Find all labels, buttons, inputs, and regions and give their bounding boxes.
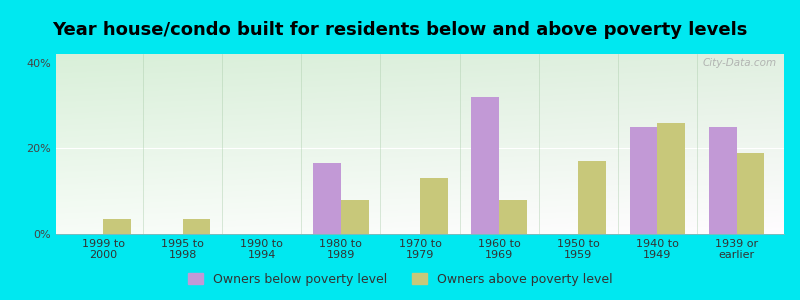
Bar bbox=[737, 153, 764, 234]
Bar bbox=[578, 161, 606, 234]
Bar bbox=[313, 163, 341, 234]
Text: Year house/condo built for residents below and above poverty levels: Year house/condo built for residents bel… bbox=[52, 21, 748, 39]
Bar bbox=[182, 219, 210, 234]
Bar bbox=[471, 97, 499, 234]
Bar bbox=[658, 123, 685, 234]
Bar bbox=[420, 178, 448, 234]
Bar bbox=[630, 127, 658, 234]
Bar bbox=[103, 219, 131, 234]
Text: City-Data.com: City-Data.com bbox=[702, 58, 777, 68]
Legend: Owners below poverty level, Owners above poverty level: Owners below poverty level, Owners above… bbox=[182, 268, 618, 291]
Bar bbox=[709, 127, 737, 234]
Bar bbox=[341, 200, 369, 234]
Bar bbox=[499, 200, 527, 234]
